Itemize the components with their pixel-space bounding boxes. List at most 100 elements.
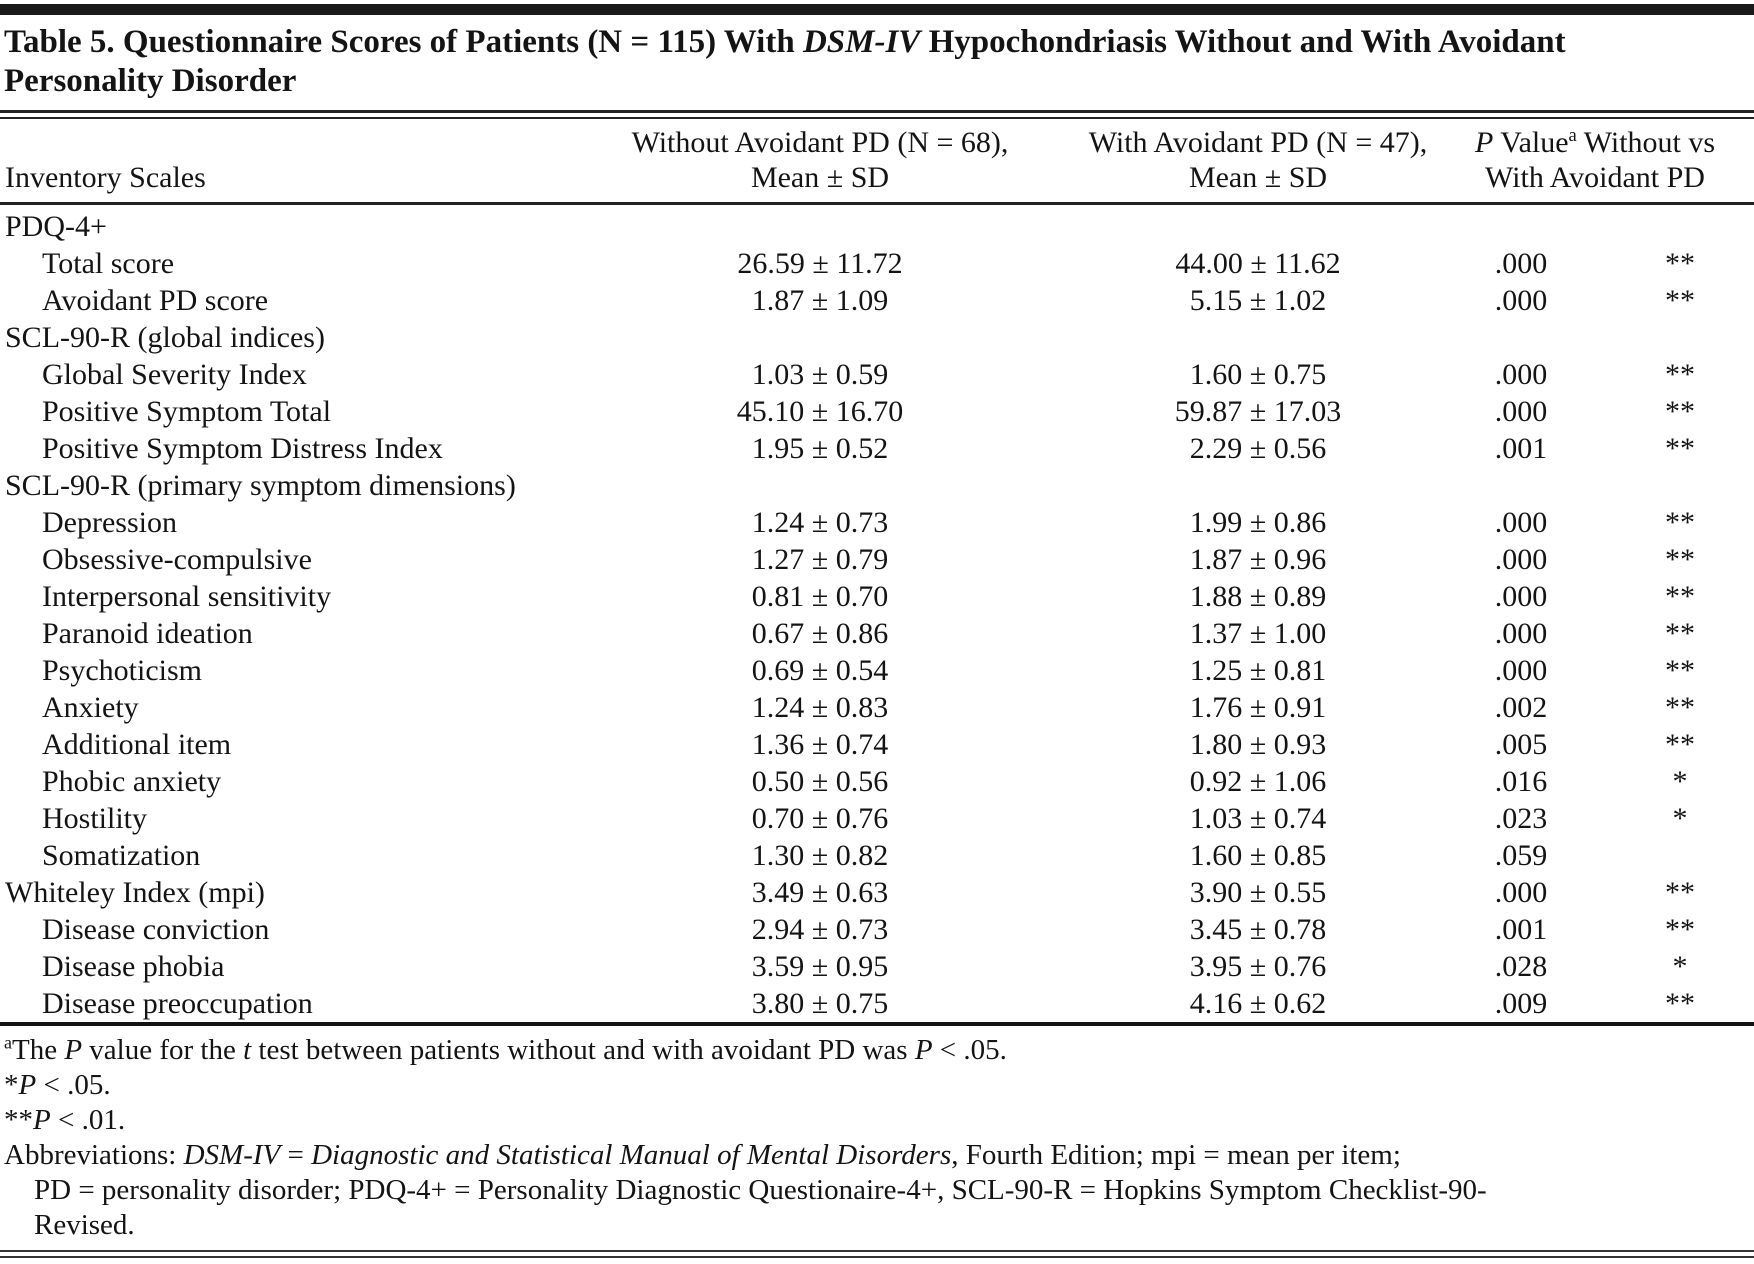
p-value-cell: .023 [1494,802,1548,835]
significance-cell: ** [1665,506,1695,539]
p-value-cell: .000 [1494,543,1548,576]
p-value-cell: .059 [1494,839,1548,872]
row-label-cell: Somatization [42,839,201,872]
table-row: Depression 1.24 ± 0.73 1.99 ± 0.86 .000 ** [0,504,1754,541]
table-row: Somatization 1.30 ± 0.82 1.60 ± 0.85 .059 [0,837,1754,874]
significance-cell [1606,467,1754,504]
p-value-cell: .028 [1494,950,1548,983]
mean-with-cell [1080,204,1436,246]
significance-cell: * [1672,765,1688,798]
row-label-cell: Avoidant PD score [42,284,269,317]
mean-without-cell: 3.49 ± 0.63 [751,876,889,909]
p-value-cell: .000 [1494,395,1548,428]
significance-cell: ** [1665,913,1695,946]
mean-with-cell: 3.95 ± 0.76 [1189,950,1327,983]
p-value-cell: .001 [1494,913,1548,946]
significance-cell: ** [1665,284,1695,317]
mean-without-cell: 1.95 ± 0.52 [751,432,889,465]
p-value-cell: .000 [1494,284,1548,317]
p-value-cell [1436,467,1606,504]
p-value-cell [1436,204,1606,246]
row-label-cell: Whiteley Index (mpi) [5,876,265,909]
table-row: Global Severity Index 1.03 ± 0.59 1.60 ± 0… [0,356,1754,393]
mean-without-cell: 26.59 ± 11.72 [737,247,903,280]
mean-with-cell: 1.60 ± 0.75 [1189,358,1327,391]
header-p-value: P Valuea Without vs With Avoidant PD [1436,119,1754,205]
significance-cell: ** [1665,728,1695,761]
table-row: Disease conviction 2.94 ± 0.73 3.45 ± 0.78… [0,911,1754,948]
header-with-avoidant-pd: With Avoidant PD (N = 47), Mean ± SD [1080,119,1436,205]
table-row: Paranoid ideation 0.67 ± 0.86 1.37 ± 1.00.… [0,615,1754,652]
table-row: Psychoticism 0.69 ± 0.54 1.25 ± 0.81 .000 ** [0,652,1754,689]
row-label-cell: Interpersonal sensitivity [42,580,332,613]
mean-with-cell: 2.29 ± 0.56 [1189,432,1327,465]
p-value-cell: .000 [1494,617,1548,650]
table-row: Whiteley Index (mpi) 3.49 ± 0.63 3.90 ± 0.… [0,874,1754,911]
bottom-divider-rule [0,1250,1754,1258]
footnote-a: aThe P value for the t test between pati… [4,1032,1007,1066]
header-inventory-scales: Inventory Scales [0,119,560,205]
row-label-cell: Hostility [42,802,148,835]
row-label-cell: PDQ-4+ [5,210,107,243]
mean-with-cell: 1.80 ± 0.93 [1189,728,1327,761]
table-row: Interpersonal sensitivity 0.81 ± 0.70 1.88… [0,578,1754,615]
table-row: Disease phobia 3.59 ± 0.95 3.95 ± 0.76 .028… [0,948,1754,985]
row-label-cell: Disease preoccupation [42,987,313,1020]
row-label-cell: Psychoticism [42,654,203,687]
mean-without-cell: 1.24 ± 0.73 [751,506,889,539]
table-row: SCL-90-R (global indices) [0,319,1754,356]
row-label-cell: Positive Symptom Distress Index [42,432,443,465]
top-rule-bar [0,4,1754,15]
table-row: Additional item 1.36 ± 0.74 1.80 ± 0.93 .00… [0,726,1754,763]
table-row: PDQ-4+ [0,204,1754,246]
table-title: Table 5. Questionnaire Scores of Patient… [4,24,1566,99]
significance-cell: * [1672,802,1688,835]
p-value-cell [1436,319,1606,356]
row-label-cell: Depression [42,506,177,539]
mean-with-cell: 1.87 ± 0.96 [1189,543,1327,576]
table-row: SCL-90-R (primary symptom dimensions) [0,467,1754,504]
significance-cell [1606,204,1754,246]
mean-with-cell: 59.87 ± 17.03 [1174,395,1342,428]
mean-with-cell: 1.03 ± 0.74 [1189,802,1327,835]
row-label-cell: Positive Symptom Total [42,395,332,428]
row-label-cell: Disease conviction [42,913,270,946]
mean-without-cell: 45.10 ± 16.70 [736,395,904,428]
title-divider-rule [0,110,1754,119]
significance-cell: ** [1665,617,1695,650]
mean-with-cell: 1.60 ± 0.85 [1189,839,1327,872]
significance-cell: ** [1665,358,1695,391]
row-label-cell: Paranoid ideation [42,617,253,650]
mean-without-cell: 3.80 ± 0.75 [751,987,889,1020]
mean-without-cell [560,467,1080,504]
mean-with-cell: 44.00 ± 11.62 [1175,247,1341,280]
questionnaire-scores-table: Inventory Scales Without Avoidant PD (N … [0,119,1754,1026]
significance-cell: ** [1665,987,1695,1020]
mean-without-cell: 0.81 ± 0.70 [751,580,889,613]
row-label-cell: Global Severity Index [42,358,307,391]
p-value-cell: .000 [1494,876,1548,909]
p-value-cell: .002 [1494,691,1548,724]
table-row: Phobic anxiety 0.50 ± 0.56 0.92 ± 1.06 .016… [0,763,1754,800]
table-row: Total score 26.59 ± 11.72 44.00 ± 11.62 .00… [0,245,1754,282]
mean-without-cell: 1.87 ± 1.09 [751,284,889,317]
table-row: Positive Symptom Total 45.10 ± 16.70 59.87… [0,393,1754,430]
mean-without-cell [560,204,1080,246]
mean-with-cell: 1.25 ± 0.81 [1189,654,1327,687]
significance-cell: ** [1665,654,1695,687]
table-row: Positive Symptom Distress Index 1.95 ± 0.… [0,430,1754,467]
row-label-cell: Disease phobia [42,950,225,983]
p-value-cell: .000 [1494,358,1548,391]
significance-cell [1606,319,1754,356]
significance-cell: ** [1665,543,1695,576]
p-value-cell: .016 [1494,765,1548,798]
table-row: Avoidant PD score 1.87 ± 1.09 5.15 ± 1.02.… [0,282,1754,319]
row-label-cell: Additional item [42,728,232,761]
mean-without-cell: 1.03 ± 0.59 [751,358,889,391]
mean-without-cell: 1.36 ± 0.74 [751,728,889,761]
mean-without-cell: 0.67 ± 0.86 [751,617,889,650]
mean-with-cell: 3.45 ± 0.78 [1189,913,1327,946]
p-value-cell: .000 [1494,506,1548,539]
mean-without-cell: 0.50 ± 0.56 [751,765,889,798]
mean-with-cell: 1.37 ± 1.00 [1189,617,1327,650]
